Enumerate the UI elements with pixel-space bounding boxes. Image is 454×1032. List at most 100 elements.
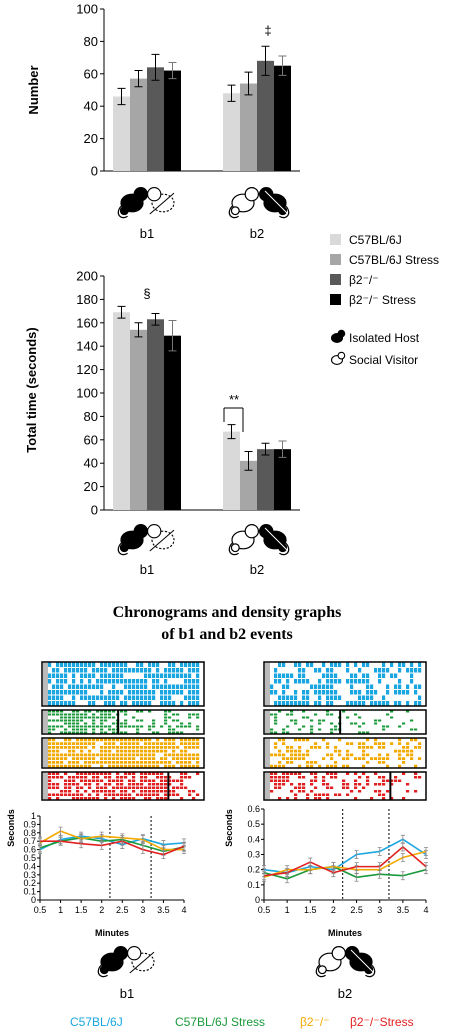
b2-line-error-bar bbox=[400, 871, 405, 881]
b2-chronogram-panel bbox=[263, 709, 427, 735]
b2-line-x-tick-label: 2.5 bbox=[350, 905, 363, 915]
b1-line-series-line bbox=[40, 840, 185, 856]
b1-line-chart-label: b1 bbox=[120, 986, 134, 1001]
bottom-legend-label: C57BL/6J bbox=[70, 1015, 123, 1029]
b1-chronogram-panel bbox=[41, 771, 205, 801]
b1-line-error-bar bbox=[182, 841, 186, 851]
double-star-annotation: ** bbox=[229, 392, 239, 407]
number-y-axis-label: Number bbox=[26, 65, 41, 114]
number-tick-label: 40 bbox=[84, 99, 98, 114]
number-error-bar bbox=[134, 70, 143, 88]
b2-chronogram-panel bbox=[263, 661, 427, 707]
b2-line-y-tick-label: 0.4 bbox=[247, 834, 260, 844]
b1-density-line-chart: Seconds Minutes b1 00.10.20.30.40.50.60.… bbox=[6, 809, 187, 1001]
social-visitor-mouse-icon bbox=[228, 186, 260, 219]
total-time-tick-label: 140 bbox=[76, 339, 98, 354]
legend-label: β2⁻/⁻ bbox=[349, 273, 379, 287]
b2-line-x-tick-label: 3.5 bbox=[397, 905, 410, 915]
significance-bracket bbox=[223, 407, 244, 432]
isolated-host-mouse-icon bbox=[258, 523, 290, 556]
b1-line-error-bar bbox=[38, 836, 42, 846]
number-error-bar bbox=[151, 53, 160, 81]
b1-line-series-line bbox=[39, 835, 185, 851]
number-b1-label: b1 bbox=[140, 226, 154, 241]
b2-line-error-bar bbox=[308, 857, 313, 867]
b2-line-chart-label: b2 bbox=[338, 986, 352, 1001]
b1-line-error-bar bbox=[120, 836, 125, 846]
b1-line-y-tick-label: 0.4 bbox=[23, 861, 36, 871]
total-time-error-bar bbox=[168, 319, 177, 352]
number-error-bar bbox=[117, 87, 126, 106]
total-time-tick-label: 200 bbox=[76, 269, 98, 284]
b1-chronogram-panel bbox=[41, 661, 205, 707]
b1-line-x-tick-label: 2.5 bbox=[116, 905, 129, 915]
double-dagger-annotation: ‡ bbox=[264, 23, 271, 38]
b1-line-error-bar bbox=[79, 839, 84, 849]
b2-line-series-line bbox=[263, 865, 427, 880]
number-tick-label: 100 bbox=[76, 2, 98, 17]
number-bar bbox=[223, 93, 240, 171]
number-b2-label: b2 bbox=[250, 226, 264, 241]
number-error-bar bbox=[244, 71, 253, 96]
b2-line-x-tick-label: 0.5 bbox=[258, 905, 271, 915]
legend-label: C57BL/6J Stress bbox=[349, 253, 439, 267]
number-bar bbox=[240, 83, 257, 171]
b2-line-error-bar bbox=[424, 862, 428, 872]
bottom-legend-label: C57BL/6J Stress bbox=[175, 1015, 265, 1029]
total-time-b1-label: b1 bbox=[140, 562, 154, 577]
b2-line-error-bar bbox=[285, 868, 290, 878]
total-time-error-bar bbox=[117, 305, 126, 319]
b2-line-y-tick-label: 0 bbox=[255, 895, 260, 905]
total-time-bar bbox=[113, 312, 130, 510]
total-time-tick-label: 160 bbox=[76, 315, 98, 330]
b1-chronogram-panel bbox=[41, 737, 205, 769]
b2-line-y-tick-label: 0.2 bbox=[247, 865, 260, 875]
b1-x-axis-label: Minutes bbox=[95, 928, 129, 938]
number-bar bbox=[274, 65, 291, 171]
social-visitor-dashed-mouse-icon bbox=[147, 187, 175, 215]
total-time-tick-label: 180 bbox=[76, 292, 98, 307]
b1-line-y-tick-label: 0.6 bbox=[23, 845, 36, 855]
b2-chronogram-panel bbox=[263, 771, 427, 801]
b2-line-y-tick-label: 0.1 bbox=[247, 880, 260, 890]
bottom-legend-label: β2⁻/⁻ bbox=[300, 1015, 330, 1029]
b1-line-x-tick-label: 4 bbox=[181, 905, 186, 915]
legend-swatch bbox=[330, 294, 341, 305]
isolated-host-mouse-icon bbox=[97, 945, 129, 978]
b1-line-y-tick-label: 0.5 bbox=[23, 853, 36, 863]
chronograms bbox=[41, 661, 427, 801]
isolated-host-mouse-icon bbox=[117, 186, 149, 219]
b2-y-axis-label: Seconds bbox=[224, 809, 234, 847]
b1-line-error-bar bbox=[99, 841, 104, 850]
number-bar bbox=[113, 96, 130, 171]
legend-swatch bbox=[330, 274, 341, 285]
number-error-bar bbox=[278, 55, 287, 76]
number-tick-label: 20 bbox=[84, 131, 98, 146]
total-time-bar bbox=[147, 319, 164, 510]
number-error-bar bbox=[261, 45, 270, 76]
total-time-bar bbox=[223, 431, 240, 510]
social-visitor-dashed-mouse-icon bbox=[147, 524, 175, 552]
number-bar bbox=[147, 67, 164, 171]
b1-line-error-bar bbox=[58, 826, 63, 836]
b1-chronogram-panel bbox=[41, 709, 205, 735]
social-visitor-dashed-mouse-icon bbox=[127, 946, 155, 974]
outline-mouse-icon bbox=[330, 351, 346, 365]
section-title-line2: of b1 and b2 events bbox=[161, 626, 293, 643]
b1-line-error-bar bbox=[161, 850, 166, 860]
b1-line-x-tick-label: 2 bbox=[99, 905, 104, 915]
b2-line-x-tick-label: 1 bbox=[285, 905, 290, 915]
b2-line-error-bar bbox=[331, 868, 336, 878]
total-time-y-axis-label: Total time (seconds) bbox=[24, 327, 39, 452]
b2-density-line-chart: Seconds Minutes b2 0 0.1 0.2 0.3 0.4 0.5 0.6 0.… bbox=[224, 804, 429, 1001]
b2-chronogram-panel bbox=[263, 737, 427, 769]
total-time-bar bbox=[274, 449, 291, 510]
isolated-host-mouse-icon bbox=[344, 945, 376, 978]
b2-line-error-bar bbox=[400, 853, 405, 862]
b2-line-x-tick-label: 2 bbox=[331, 905, 336, 915]
isolated-host-mouse-icon bbox=[117, 523, 149, 556]
b1-line-error-bar bbox=[140, 835, 145, 844]
legend-label: C57BL/6J bbox=[349, 233, 402, 247]
b1-line-error-bar bbox=[99, 831, 104, 841]
